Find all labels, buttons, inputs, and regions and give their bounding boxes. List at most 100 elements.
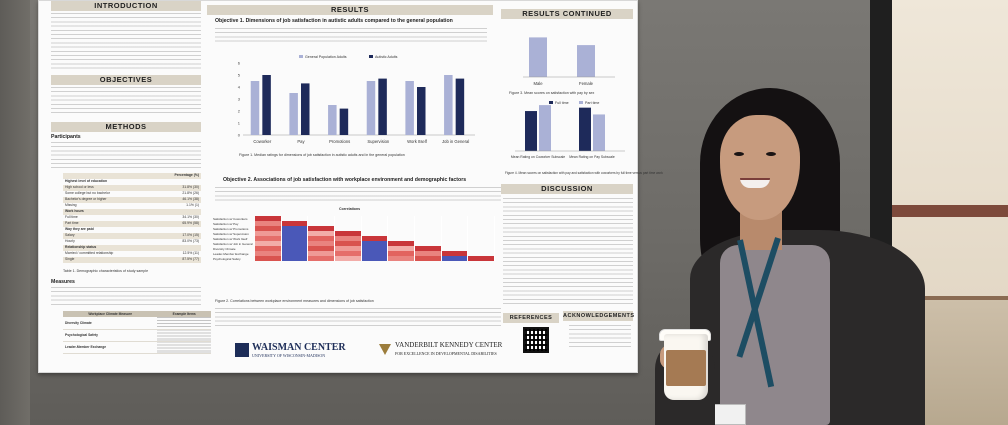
table-row: Hourly 83.0% (73) bbox=[63, 239, 201, 245]
table-cell-label: Highest level of education bbox=[65, 179, 108, 184]
table-row: Way they are paid bbox=[63, 227, 201, 233]
heatmap-cell bbox=[388, 221, 416, 226]
heatmap-cell bbox=[442, 236, 469, 241]
demographics-header: Percentage (%) bbox=[152, 173, 201, 179]
introduction-text bbox=[51, 13, 201, 71]
bar bbox=[301, 83, 310, 135]
acknowledgements-header: ACKNOWLEDGEMENTS bbox=[563, 311, 635, 321]
heatmap-cell bbox=[255, 236, 282, 241]
heatmap-cell bbox=[255, 246, 282, 251]
heatmap-cell bbox=[415, 216, 442, 221]
x-tick-label: Job in General bbox=[442, 139, 469, 144]
heatmap-cell bbox=[388, 251, 416, 256]
introduction-header: INTRODUCTION bbox=[51, 1, 201, 11]
bar bbox=[577, 45, 595, 77]
heatmap-row: Leader-Member Exchange bbox=[213, 251, 496, 256]
measure-row: Leader-Member Exchange bbox=[63, 341, 158, 354]
heatmap-cell bbox=[361, 256, 389, 261]
table-cell-label: Some college but no bachelor bbox=[65, 191, 110, 196]
heatmap-cell bbox=[468, 231, 496, 236]
heatmap-cell bbox=[442, 226, 469, 231]
legend-swatch bbox=[579, 101, 583, 104]
person-eye bbox=[766, 152, 776, 156]
heatmap-row-label: Leader-Member Exchange bbox=[213, 251, 249, 256]
heatmap-cell bbox=[388, 241, 416, 246]
person-face bbox=[720, 115, 800, 220]
heatmap-row-label: Satisfaction w/ Pay bbox=[213, 221, 239, 226]
heatmap-cell bbox=[335, 231, 362, 236]
table-row: Single 87.5% (77) bbox=[63, 257, 201, 263]
heatmap-row-label: Satisfaction w/ Job in General bbox=[213, 241, 253, 246]
heatmap-row: Diversity Climate bbox=[213, 246, 496, 251]
heatmap-cell bbox=[335, 246, 362, 251]
research-poster: INTRODUCTION OBJECTIVES METHODS Particip… bbox=[38, 0, 663, 373]
heatmap-cell bbox=[415, 236, 442, 241]
heatmap-cell bbox=[281, 236, 309, 241]
x-tick-label: Coworker bbox=[253, 139, 272, 144]
heatmap-cell bbox=[335, 256, 362, 261]
heatmap-cell bbox=[255, 241, 282, 246]
heatmap-cell bbox=[255, 251, 282, 256]
table-row: Some college but no bachelor 21.8% (26) bbox=[63, 191, 201, 197]
objective1-title: Objective 1. Dimensions of job satisfact… bbox=[215, 18, 453, 24]
x-tick-label: Mean Rating on Pay Subscale bbox=[569, 155, 615, 159]
table-row: Part time 65.9% (58) bbox=[63, 221, 201, 227]
table-row: Highest level of education bbox=[63, 179, 201, 185]
measure-row: Diversity Climate bbox=[63, 317, 158, 330]
person-eye bbox=[734, 152, 744, 156]
heatmap-cell bbox=[388, 236, 416, 241]
heatmap-cell bbox=[442, 241, 469, 246]
objective2-findings bbox=[215, 308, 501, 330]
heatmap-cell bbox=[468, 241, 496, 246]
heatmap-cell bbox=[361, 241, 389, 246]
heatmap-row: Psychological Safety bbox=[213, 256, 496, 261]
bar bbox=[593, 114, 605, 151]
heatmap-cell bbox=[415, 221, 442, 226]
heatmap-cell bbox=[442, 246, 469, 251]
legend-swatch bbox=[549, 101, 553, 104]
heatmap-cell bbox=[442, 231, 469, 236]
measures-text bbox=[51, 287, 201, 309]
heatmap-cell bbox=[308, 231, 336, 236]
heatmap-cell bbox=[335, 216, 362, 221]
table-cell-value: 83.0% (73) bbox=[182, 239, 199, 244]
y-tick-label: 6 bbox=[238, 61, 241, 66]
table-cell-value: 12.5% (11) bbox=[182, 251, 199, 256]
heatmap-cell bbox=[361, 236, 389, 241]
heatmap-cell bbox=[335, 226, 362, 231]
heatmap-cell bbox=[308, 241, 336, 246]
bar bbox=[366, 81, 376, 135]
name-badge bbox=[712, 404, 746, 425]
x-tick-label: Mean Rating on Coworker Subscale bbox=[511, 155, 565, 159]
bar bbox=[262, 75, 271, 135]
heatmap-cell bbox=[388, 231, 416, 236]
heatmap-cell bbox=[468, 236, 496, 241]
heatmap-cell bbox=[415, 251, 442, 256]
heatmap-cell bbox=[335, 221, 362, 226]
y-tick-label: 0 bbox=[238, 133, 241, 138]
acknowledgements-text bbox=[569, 325, 631, 351]
table-cell-label: Part time bbox=[63, 221, 153, 227]
bar bbox=[339, 108, 349, 135]
heatmap-cell bbox=[255, 256, 282, 261]
vanderbilt-center-subtitle: FOR EXCELLENCE IN DEVELOPMENTAL DISABILI… bbox=[395, 351, 497, 356]
heatmap-cell bbox=[388, 216, 416, 221]
heatmap-cell bbox=[308, 226, 336, 231]
heatmap-row-label: Psychological Safety bbox=[213, 256, 241, 261]
heatmap-cell bbox=[308, 256, 336, 261]
bar bbox=[405, 81, 414, 135]
bar bbox=[579, 107, 591, 151]
heatmap-cell bbox=[468, 226, 496, 231]
heatmap-cell bbox=[308, 236, 336, 241]
participants-label: Participants bbox=[51, 134, 81, 140]
x-tick-label: Male bbox=[533, 81, 543, 86]
person-smile bbox=[740, 178, 770, 188]
table-cell-value bbox=[152, 245, 201, 251]
heatmap-cell bbox=[281, 246, 309, 251]
table-cell-label: Missing bbox=[65, 203, 77, 208]
heatmap-cell bbox=[468, 216, 496, 221]
bar bbox=[250, 81, 260, 135]
bar bbox=[289, 93, 298, 135]
heatmap-cell bbox=[308, 246, 336, 251]
heatmap-cell bbox=[308, 221, 336, 226]
